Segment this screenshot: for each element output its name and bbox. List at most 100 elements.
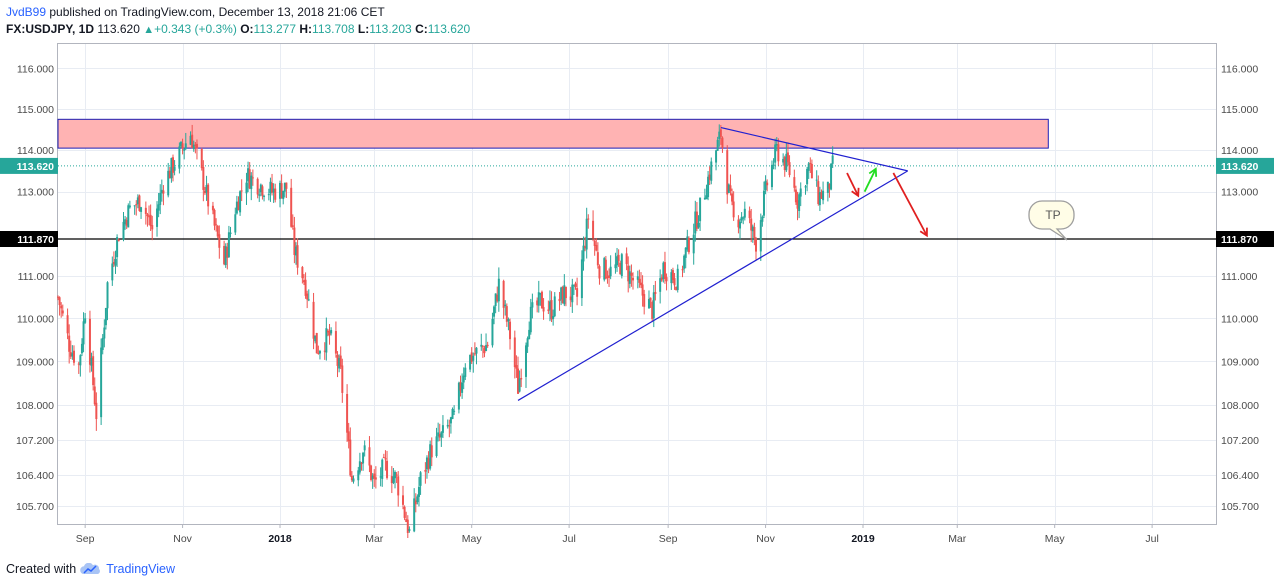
price-tag-label: 111.870: [1221, 234, 1258, 246]
y-tick-label-right: 116.000: [1221, 63, 1258, 75]
candle-down: [251, 177, 254, 179]
candle-down: [754, 238, 757, 252]
candle-up: [707, 176, 710, 198]
candle-up: [507, 319, 510, 322]
candle-down: [753, 227, 756, 238]
candle-down: [695, 211, 698, 229]
candles: [57, 124, 834, 539]
candle-up: [338, 358, 341, 369]
candle-up: [782, 158, 785, 163]
candle-down: [617, 254, 620, 261]
candle-up: [441, 425, 444, 433]
tp-bubble: [1028, 200, 1075, 241]
price-tag-bg: [1216, 157, 1274, 174]
candle-up: [528, 329, 531, 340]
candle-down: [542, 307, 545, 312]
candle-down: [574, 283, 577, 287]
candle-down: [496, 294, 499, 302]
candle-down: [558, 298, 561, 302]
down-arrow-shaft-2: [892, 172, 928, 237]
candle-up: [572, 284, 575, 286]
candle-up: [170, 158, 173, 179]
candle-down: [144, 207, 147, 214]
candle-up: [111, 263, 114, 281]
y-tick-label-left: 111.000: [18, 271, 55, 283]
candle-up: [79, 355, 82, 366]
candle-down: [202, 167, 205, 190]
candle-up: [461, 382, 464, 393]
candle-down: [569, 296, 572, 301]
y-axis-left[interactable]: 116.000 115.000 114.000 113.000 111.000 110.0…: [16, 63, 54, 513]
tradingview-link[interactable]: TradingView: [106, 562, 175, 576]
candle-down: [203, 190, 206, 194]
candle-down: [296, 245, 299, 268]
candle-down: [138, 195, 141, 211]
candle-down: [777, 144, 780, 162]
price-tag-bg: [0, 157, 58, 174]
candle-down: [248, 169, 251, 189]
candle-down: [360, 463, 363, 465]
candle-up: [437, 432, 440, 437]
candle-up: [101, 337, 104, 351]
symbol-label[interactable]: FX:USDJPY, 1D: [6, 22, 95, 36]
candle-up: [742, 217, 745, 219]
candle-up: [392, 476, 395, 483]
price-tag-label: 113.620: [17, 161, 55, 173]
up-arrow-icon-1: [868, 167, 878, 177]
candle-up: [798, 194, 801, 212]
candle-down: [517, 368, 520, 394]
candle-down: [481, 346, 484, 348]
y-axis-right[interactable]: 116.000 115.000 114.000 113.000 111.000 110.0…: [1221, 63, 1259, 513]
candle-up: [806, 168, 809, 185]
candle-down: [58, 297, 61, 306]
candle-up: [785, 153, 788, 171]
candle-up: [472, 355, 475, 361]
x-tick-label: 2019: [851, 533, 875, 545]
candle-up: [539, 293, 542, 295]
candle-down: [215, 224, 218, 226]
candle-down: [459, 382, 462, 391]
candle-down: [301, 267, 304, 279]
candle-up: [770, 164, 773, 188]
candle-down: [271, 183, 274, 193]
triangle-lines[interactable]: [517, 126, 909, 401]
x-axis[interactable]: Sep Nov 2018 Mar May Jul Sep Nov 2019 Mar May Jul: [76, 524, 1159, 545]
candle-down: [509, 321, 512, 340]
candle-up: [250, 175, 253, 190]
resistance-zone[interactable]: [57, 118, 1049, 149]
y-tick-label-left: 107.200: [16, 435, 54, 447]
candle-up: [464, 367, 467, 377]
candle-down: [638, 278, 641, 283]
candle-down: [135, 204, 138, 206]
tp-callout[interactable]: TP: [1028, 200, 1075, 241]
candle-down: [168, 170, 171, 179]
candle-down: [766, 182, 769, 186]
candle-up: [258, 194, 261, 196]
candle-down: [88, 318, 91, 365]
author-link[interactable]: JvdB99: [6, 5, 47, 19]
candle-up: [603, 258, 606, 280]
candle-up: [686, 236, 689, 250]
y-tick-label-right: 115.000: [1221, 104, 1258, 116]
x-tick-label: 2018: [268, 533, 292, 545]
x-tick-label: Sep: [76, 533, 95, 545]
candle-down: [223, 245, 226, 265]
candle-down: [486, 344, 489, 347]
candle-up: [718, 131, 721, 139]
y-tick-label-left: 109.000: [16, 356, 54, 368]
x-tick-label: Jul: [1145, 533, 1158, 545]
candle-up: [764, 180, 767, 190]
candle-down: [347, 431, 350, 442]
candle-up: [245, 182, 248, 194]
candle-up: [371, 475, 374, 480]
candle-down: [576, 288, 579, 297]
candle-up: [684, 247, 687, 258]
candle-up: [493, 306, 496, 317]
candle-up: [469, 354, 472, 370]
candle-up: [173, 167, 176, 171]
candle-up: [156, 208, 159, 227]
x-tick-label: May: [1045, 533, 1066, 545]
direction-arrows[interactable]: [846, 167, 928, 238]
candle-up: [160, 189, 163, 194]
